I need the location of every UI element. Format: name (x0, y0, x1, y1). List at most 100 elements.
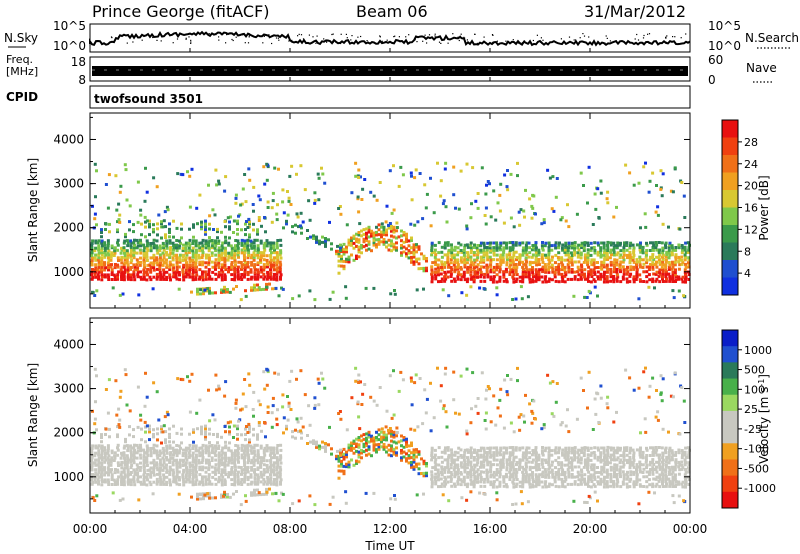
station-title: Prince George (fitACF) (92, 2, 270, 21)
velocity-cell (168, 470, 172, 474)
velocity-cell (224, 446, 227, 450)
power-cell (563, 250, 567, 254)
power-cell (580, 268, 584, 272)
power-cell (430, 265, 434, 269)
velocity-cell (220, 483, 224, 487)
nsearch-point (460, 33, 462, 35)
velocity-cell (148, 430, 151, 434)
power-cell (453, 270, 457, 274)
velocity-cell (97, 453, 101, 457)
power-cell (440, 250, 444, 254)
velocity-cell (570, 468, 574, 472)
nsearch-point (332, 33, 334, 35)
power-cell (518, 279, 522, 283)
power-cell (528, 246, 532, 250)
velocity-cell (110, 468, 113, 472)
power-cell (681, 280, 685, 284)
power-cell (339, 248, 342, 252)
velocity-cell (482, 480, 486, 484)
power-cell (198, 241, 202, 245)
velocity-cell (240, 443, 244, 447)
power-cell (635, 268, 639, 272)
velocity-cell (560, 463, 564, 467)
power-cell (484, 206, 488, 210)
power-cell (626, 256, 629, 260)
power-cell (661, 249, 665, 252)
power-cell (230, 248, 234, 252)
velocity-cell (593, 475, 597, 479)
power-cell (456, 253, 460, 257)
nsearch-point (226, 34, 228, 36)
power-cell (125, 261, 129, 265)
velocity-cell (367, 440, 371, 444)
velocity-cell (488, 449, 492, 453)
power-cell (567, 241, 571, 245)
velocity-cell (182, 483, 186, 487)
velocity-cell (145, 460, 149, 464)
power-cell (649, 263, 652, 266)
velocity-cell (647, 478, 651, 482)
velocity-cell (188, 448, 192, 452)
velocity-cell (664, 484, 668, 488)
power-cell (268, 248, 272, 252)
power-cell (207, 270, 211, 274)
velocity-cell (207, 473, 211, 477)
velocity-cell (628, 485, 632, 489)
velocity-cell (459, 472, 463, 476)
velocity-cell (355, 442, 358, 446)
power-cell (535, 263, 539, 267)
velocity-cell (463, 448, 467, 452)
power-cell (573, 277, 577, 281)
velocity-cell (236, 424, 239, 428)
power-cell (110, 253, 113, 257)
power-cell (509, 258, 512, 262)
power-cell (236, 239, 240, 243)
power-cell (570, 243, 574, 247)
power-cell (547, 253, 551, 257)
power-cell (139, 251, 143, 255)
velocity-cell (586, 480, 590, 484)
velocity-cell (259, 459, 263, 463)
velocity-cell (188, 453, 192, 457)
nsearch-point (573, 39, 575, 41)
velocity-cell (502, 478, 506, 481)
power-cell (367, 242, 371, 246)
power-cell (433, 272, 437, 276)
power-cell (177, 287, 181, 291)
power-cell (667, 225, 670, 229)
velocity-cell (124, 437, 127, 441)
power-cell (599, 255, 603, 259)
velocity-cell (146, 472, 150, 476)
velocity-cell (632, 458, 636, 462)
power-cell (671, 260, 674, 264)
velocity-cell (246, 465, 250, 469)
power-cell (387, 238, 391, 242)
velocity-cell (208, 494, 211, 498)
velocity-cell (253, 458, 257, 462)
power-cell (612, 262, 616, 266)
power-cell (528, 280, 532, 284)
velocity-cell (181, 451, 185, 455)
power-cell (185, 261, 188, 265)
velocity-cell (188, 473, 192, 477)
power-cell (152, 246, 156, 250)
velocity-cell (622, 463, 626, 467)
power-cell (357, 255, 361, 259)
velocity-cell (618, 472, 622, 476)
power-cell (530, 204, 534, 208)
velocity-cell (208, 432, 211, 436)
velocity-cell (456, 477, 460, 481)
power-cell (651, 256, 655, 259)
power-cell (388, 222, 392, 225)
power-cell (557, 258, 561, 262)
velocity-cell (129, 466, 133, 470)
power-cell (208, 275, 212, 279)
power-cell (469, 243, 473, 247)
power-cell (185, 263, 189, 267)
power-cell (172, 235, 175, 239)
power-cell (402, 250, 406, 254)
velocity-cell (462, 480, 466, 484)
power-cell (615, 246, 619, 250)
velocity-cell (365, 448, 368, 452)
power-cell (622, 272, 626, 276)
